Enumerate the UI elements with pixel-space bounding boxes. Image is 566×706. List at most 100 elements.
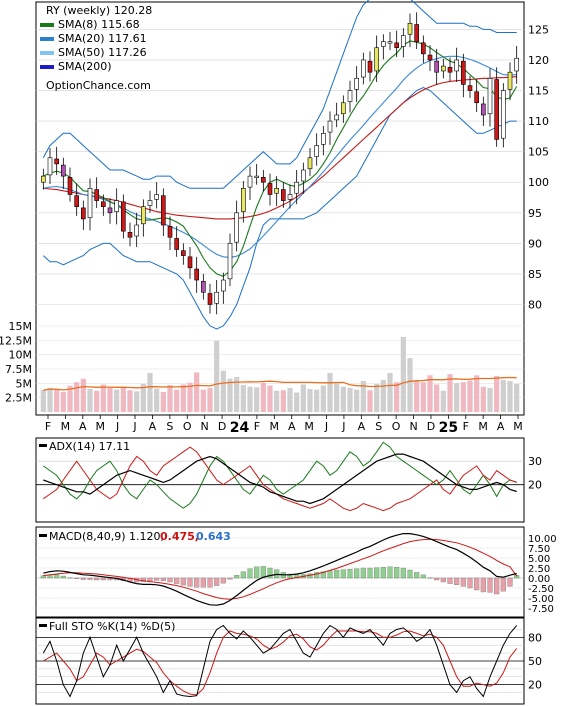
x-tick-label: N [201, 420, 209, 433]
candle-body [474, 91, 479, 104]
macd-histogram-bar [440, 577, 446, 583]
volume-bar [180, 384, 186, 412]
candle-body [154, 194, 159, 200]
volume-tick-label: 12.5M [0, 334, 32, 347]
adx-tick-label: 30 [528, 455, 542, 468]
volume-bar [74, 382, 80, 412]
candle-body [227, 243, 233, 280]
candle-body [54, 158, 59, 165]
volume-bar [67, 385, 73, 412]
macd-histogram-bar [247, 568, 253, 579]
candle-body [347, 90, 353, 102]
macd-histogram-bar [260, 566, 266, 579]
candle-body [407, 22, 413, 35]
candle-body [114, 200, 119, 212]
candle-body [381, 41, 386, 47]
candle-body [101, 201, 106, 207]
volume-bar [440, 390, 446, 412]
macd-tick-label: 2.50 [528, 564, 550, 575]
candle-body [387, 41, 393, 44]
volume-bar [267, 385, 273, 412]
x-tick-label: 24 [230, 420, 250, 436]
macd-tick-label: -5.00 [528, 594, 554, 605]
volume-bar [140, 383, 146, 412]
price-tick-label: 115 [528, 85, 549, 98]
legend-bg [38, 620, 164, 632]
volume-bar [227, 378, 233, 412]
macd-histogram-bar [94, 577, 100, 581]
volume-bar [114, 389, 120, 412]
legend-swatch [40, 65, 54, 69]
volume-bar [314, 389, 320, 412]
macd-histogram-bar [380, 567, 386, 579]
x-tick-label: M [270, 420, 280, 433]
volume-bar [374, 383, 380, 412]
x-tick-label: S [166, 420, 173, 433]
sto-k-line [42, 624, 518, 698]
volume-bar [380, 379, 386, 412]
volume-bar [307, 389, 313, 412]
candle-body [394, 42, 399, 49]
macd-histogram-bar [194, 577, 200, 588]
candle-body [261, 177, 266, 183]
macd-histogram-bar [327, 570, 333, 579]
candle-body [501, 90, 506, 139]
volume-bar [360, 381, 366, 412]
candle-body [301, 169, 306, 182]
volume-tick-label: 7.5M [5, 363, 32, 376]
volume-average-line [43, 376, 517, 391]
volume-bar [94, 390, 100, 412]
volume-bar [187, 382, 193, 412]
macd-histogram-bar [420, 574, 426, 579]
volume-bar [247, 386, 253, 412]
volume-bar [460, 382, 466, 412]
price-gridlines [36, 29, 524, 305]
volume-tick-label: 2.5M [5, 392, 32, 405]
candle-body [61, 164, 66, 177]
macd-histogram-bar [494, 577, 500, 595]
macd-histogram-bar [320, 571, 326, 579]
volume-bar [420, 382, 426, 412]
stochastic-panel: 20 50 80 Full STO %K(14) %D(5) [35, 617, 542, 705]
macd-histogram-bar [500, 577, 506, 592]
x-tick-label: A [149, 420, 157, 433]
macd-histogram-bar [207, 577, 213, 588]
legend-swatch [40, 37, 54, 41]
candle-body [94, 189, 99, 201]
candle-body [74, 195, 79, 207]
legend-label: MACD(8,40,9) 1.120, [49, 530, 164, 543]
volume-bar [434, 384, 440, 412]
x-tick-label: 25 [439, 420, 458, 436]
price-tick-label: 90 [528, 237, 542, 250]
adx-tick-label: 20 [528, 479, 542, 492]
volume-bar [367, 390, 373, 412]
volume-bar [387, 373, 393, 412]
legend-label: 0.475, [160, 530, 199, 543]
adx-panel: 20 30 ADX(14) 17.11 [35, 437, 542, 523]
candle-body [374, 47, 379, 72]
legend-bg [38, 440, 148, 452]
volume-bar [87, 389, 93, 412]
volume-bar [454, 383, 460, 412]
price-tick-label: 100 [528, 176, 549, 189]
volume-tick-label: 15M [9, 320, 33, 333]
macd-histogram-bar [200, 577, 206, 588]
volume-bar [514, 383, 520, 412]
macd-histogram-bar [467, 577, 473, 589]
candle-body [461, 60, 466, 85]
macd-histogram-bar [360, 567, 366, 579]
volume-bar [100, 384, 106, 412]
volume-bar [474, 375, 480, 412]
volume-bar [467, 380, 473, 412]
candle-body [127, 232, 133, 238]
candle-body [494, 79, 499, 140]
candle-body [514, 57, 519, 72]
macd-histogram-bar [367, 567, 373, 579]
volume-bar [500, 379, 506, 412]
legend-swatch [39, 534, 47, 537]
x-axis: F M A M J J A S O N D 24 F M A M J J A S O N D 25 F M A M [45, 415, 523, 436]
macd-histogram-bar [74, 577, 80, 579]
candle-body [434, 60, 439, 73]
candle-body [454, 59, 459, 72]
